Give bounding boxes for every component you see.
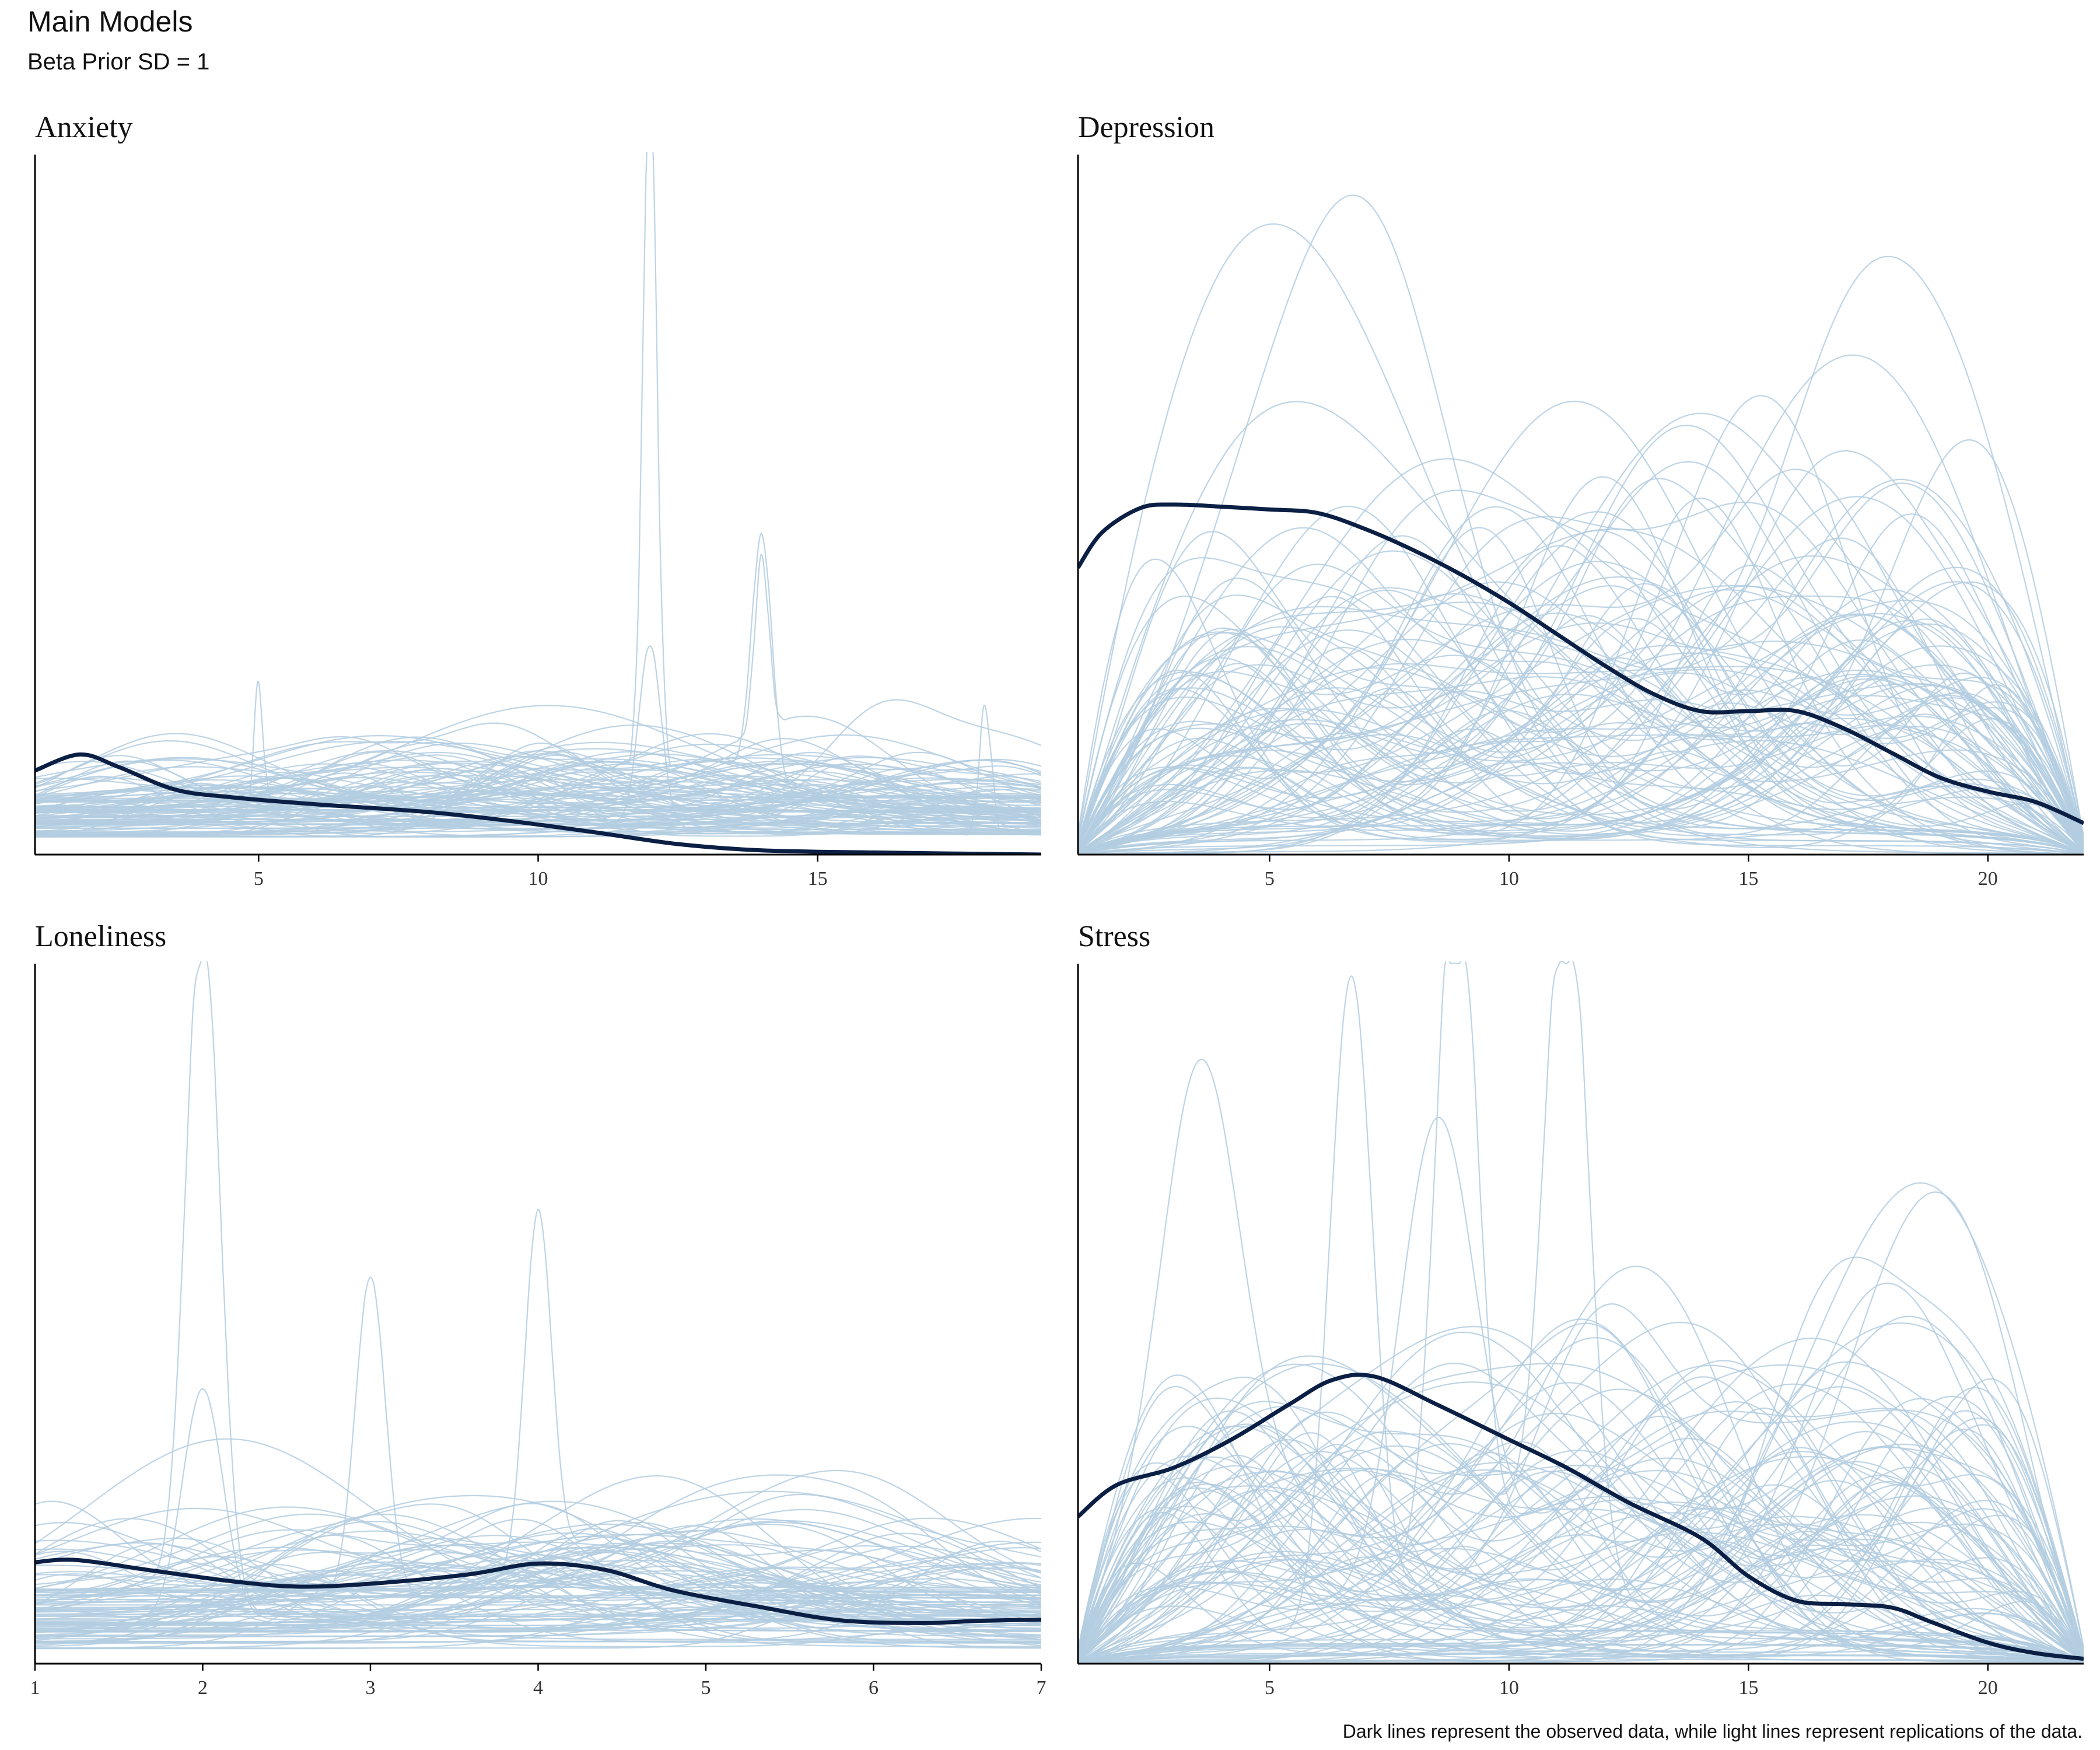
- x-tick-label: 10: [528, 868, 548, 890]
- panel-title-anxiety: Anxiety: [35, 111, 133, 144]
- replication-line: [1078, 470, 2084, 854]
- panel-anxiety: Anxiety 5 10 15: [35, 111, 1041, 890]
- panel-loneliness: Loneliness 1 2 3 4 5 6 7: [30, 920, 1046, 1699]
- x-tick-label: 1: [30, 1677, 40, 1699]
- replication-line: [35, 114, 1041, 816]
- panel-stress: Stress 5 10 15 20: [1078, 920, 2084, 1699]
- figure-caption: Dark lines represent the observed data, …: [1343, 1721, 2082, 1742]
- replication-line: [1078, 1365, 2084, 1663]
- x-tick-label: 15: [1738, 1677, 1758, 1699]
- x-tick-label: 3: [366, 1677, 376, 1699]
- x-tick-label: 5: [701, 1677, 711, 1699]
- replication-line: [1078, 1422, 2084, 1663]
- replication-lines: [1078, 195, 2084, 855]
- x-tick-label: 7: [1037, 1677, 1046, 1699]
- x-tick-label: 15: [1738, 868, 1758, 890]
- x-tick-label: 5: [1265, 868, 1275, 890]
- x-tick-label: 10: [1499, 1677, 1519, 1699]
- x-tick-label: 15: [808, 868, 828, 890]
- x-tick-label: 2: [198, 1677, 208, 1699]
- panel-depression: Depression 5 10 15 20: [1078, 111, 2084, 890]
- replication-line: [35, 954, 1041, 1616]
- replication-lines: [35, 114, 1041, 836]
- panel-title-stress: Stress: [1078, 920, 1150, 953]
- panel-title-depression: Depression: [1078, 111, 1214, 144]
- replication-line: [35, 1209, 1041, 1589]
- x-tick-label: 20: [1978, 868, 1998, 890]
- panel-title-loneliness: Loneliness: [35, 920, 166, 953]
- replication-lines: [1078, 957, 2084, 1664]
- x-tick-label: 5: [1265, 1677, 1275, 1699]
- x-tick-label: 20: [1978, 1677, 1998, 1699]
- x-tick-label: 10: [1499, 868, 1519, 890]
- x-tick-label: 4: [533, 1677, 543, 1699]
- x-tick-label: 5: [254, 868, 264, 890]
- x-tick-label: 6: [869, 1677, 878, 1699]
- replication-lines: [35, 954, 1041, 1648]
